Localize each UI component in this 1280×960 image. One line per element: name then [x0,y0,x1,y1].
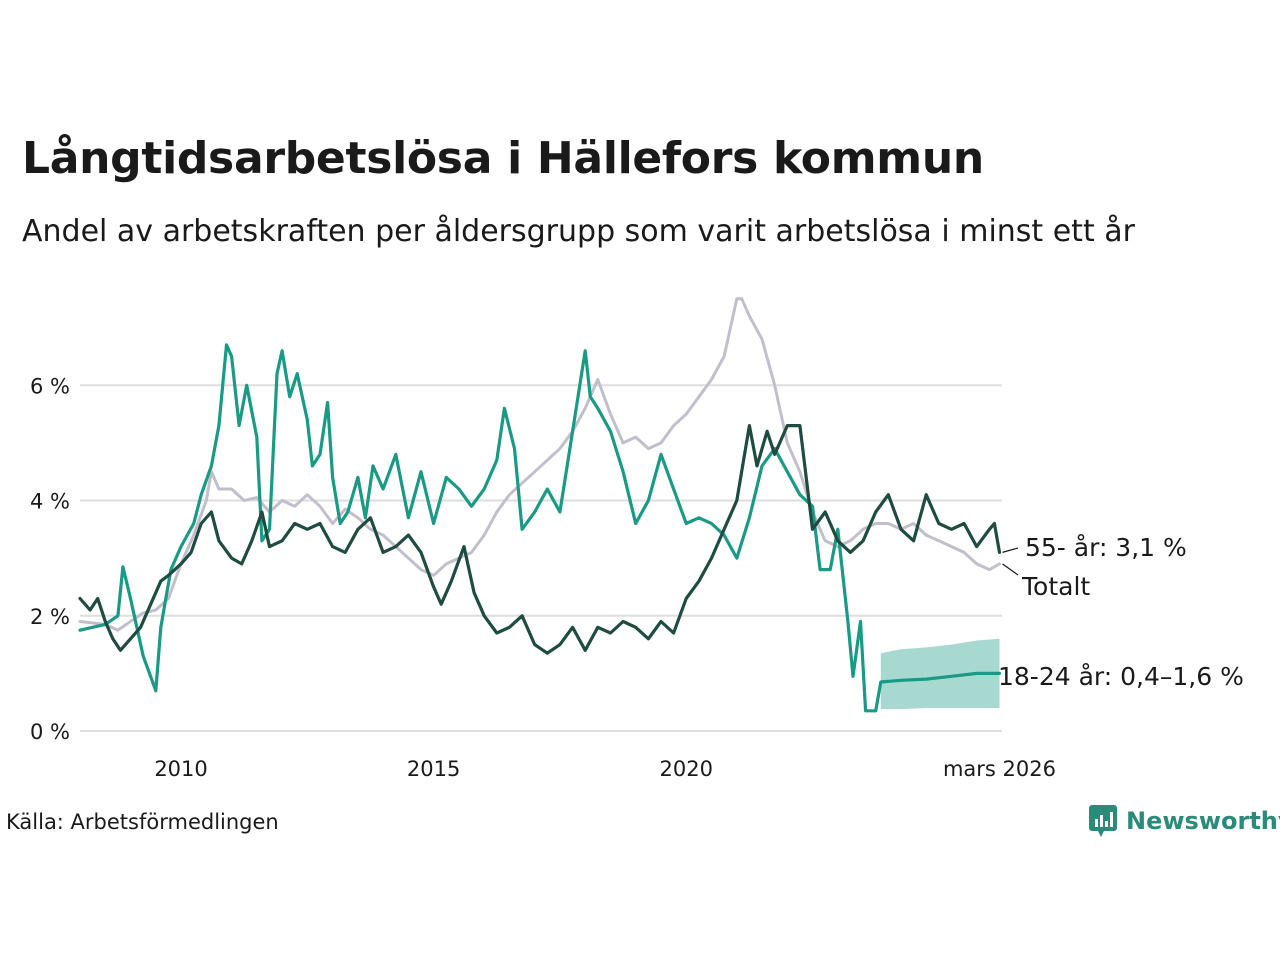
y-tick-label: 2 % [30,605,70,629]
x-tick-label: 2015 [407,757,460,781]
chart-subtitle: Andel av arbetskraften per åldersgrupp s… [22,214,1135,249]
series-end-label: 55- år: 3,1 % [1025,533,1187,562]
series-line-18-24-r [78,343,1002,713]
series-line-55-r [78,424,1002,655]
label-leader-line [1002,563,1019,576]
series-end-label: 18-24 år: 0,4–1,6 % [998,662,1244,691]
source-note: Källa: Arbetsförmedlingen [6,810,279,834]
x-tick-label: mars 2026 [943,757,1056,781]
series-end-label: Totalt [1021,572,1090,601]
series-line-totalt [78,297,1001,632]
brand-logo[interactable]: Newsworthy [1088,804,1280,838]
x-tick-label: 2020 [660,757,713,781]
y-axis: 0 % 2 % 4 % 6 % [30,374,70,744]
y-tick-label: 0 % [30,720,70,744]
series-labels: 55- år: 3,1 % Totalt 18-24 år: 0,4–1,6 % [998,533,1244,691]
brand-name: Newsworthy [1126,807,1280,835]
label-leader-line [1002,547,1019,553]
band-18-24-r [880,638,1000,710]
chart-title: Långtidsarbetslösa i Hällefors kommun [22,133,984,184]
x-tick-label: 2010 [154,757,207,781]
y-tick-label: 4 % [30,490,70,514]
confidence-bands [880,638,1000,710]
series-lines [78,297,1002,713]
x-axis: 2010 2015 2020 mars 2026 [154,757,1056,781]
y-tick-label: 6 % [30,374,70,398]
newsworthy-logo-icon [1089,805,1117,837]
